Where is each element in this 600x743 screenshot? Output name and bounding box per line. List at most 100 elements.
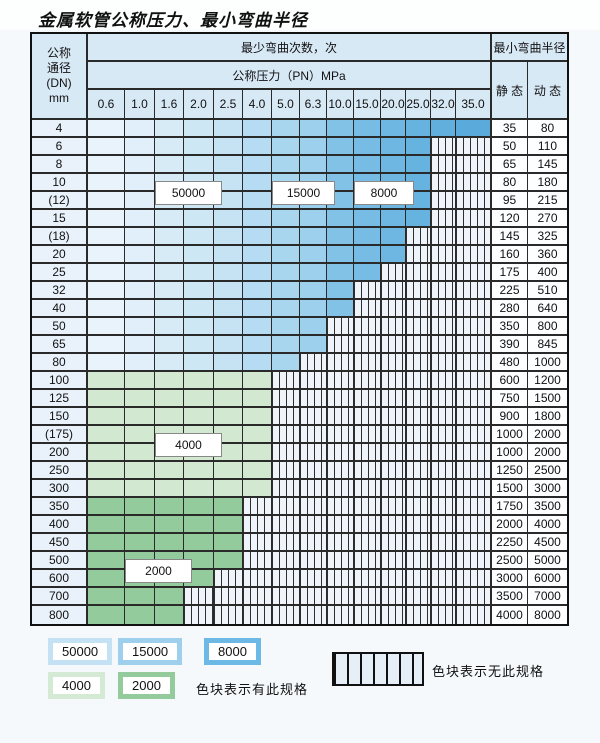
pn-cell-700-32.0 bbox=[431, 588, 456, 606]
pn-cell-350-5.0 bbox=[272, 498, 300, 516]
static-value-500: 2500 bbox=[492, 552, 528, 570]
pn-cell-400-15.0 bbox=[354, 516, 381, 534]
header-dynamic-label: 动 态 bbox=[533, 83, 562, 98]
pn-cell-(175)-32.0 bbox=[431, 426, 456, 444]
pn-cell-32-15.0 bbox=[354, 282, 381, 300]
pn-cell-40-1.6 bbox=[155, 300, 184, 318]
pn-cell-450-32.0 bbox=[431, 534, 456, 552]
pn-cell-300-15.0 bbox=[354, 480, 381, 498]
pn-cell-4-32.0 bbox=[431, 120, 456, 138]
pn-cell-500-15.0 bbox=[354, 552, 381, 570]
pn-cell-50-2.5 bbox=[214, 318, 243, 336]
pn-cell-4-0.6 bbox=[88, 120, 125, 138]
static-value-10: 80 bbox=[492, 174, 528, 192]
pn-cell-6-35.0 bbox=[456, 138, 492, 156]
pn-cell-350-32.0 bbox=[431, 498, 456, 516]
dn-cell-65: 65 bbox=[32, 336, 88, 354]
pn-cell-300-32.0 bbox=[431, 480, 456, 498]
static-value-200: 1000 bbox=[492, 444, 528, 462]
pn-cell-15-10.0 bbox=[327, 210, 354, 228]
pn-cell-4-25.0 bbox=[406, 120, 431, 138]
pn-cell-200-32.0 bbox=[431, 444, 456, 462]
pn-cell-400-1.6 bbox=[155, 516, 184, 534]
pn-cell-25-0.6 bbox=[88, 264, 125, 282]
pn-cell-25-2.5 bbox=[214, 264, 243, 282]
pn-cell-(175)-4.0 bbox=[243, 426, 272, 444]
pn-cell-300-1.6 bbox=[155, 480, 184, 498]
pn-cell-125-2.5 bbox=[214, 390, 243, 408]
pn-cell-15-15.0 bbox=[354, 210, 381, 228]
dn-cell-125: 125 bbox=[32, 390, 88, 408]
pn-cell-400-20.0 bbox=[381, 516, 406, 534]
pn-cell-100-1.0 bbox=[125, 372, 155, 390]
pn-cell-150-2.0 bbox=[184, 408, 214, 426]
pn-cell-8-35.0 bbox=[456, 156, 492, 174]
static-value-600: 3000 bbox=[492, 570, 528, 588]
pn-cell-250-0.6 bbox=[88, 462, 125, 480]
pn-cell-6-4.0 bbox=[243, 138, 272, 156]
pn-cell-40-2.0 bbox=[184, 300, 214, 318]
dn-cell-200: 200 bbox=[32, 444, 88, 462]
pn-cell-(18)-6.3 bbox=[300, 228, 327, 246]
pn-cell-4-15.0 bbox=[354, 120, 381, 138]
pn-cell-10-0.6 bbox=[88, 174, 125, 192]
pn-cell-100-25.0 bbox=[406, 372, 431, 390]
pn-cell-250-1.0 bbox=[125, 462, 155, 480]
pn-cell-450-2.0 bbox=[184, 534, 214, 552]
pn-cell-80-32.0 bbox=[431, 354, 456, 372]
pn-cell-(18)-25.0 bbox=[406, 228, 431, 246]
static-value-(18): 145 bbox=[492, 228, 528, 246]
pn-cell-(18)-15.0 bbox=[354, 228, 381, 246]
pn-cell-600-15.0 bbox=[354, 570, 381, 588]
pn-cell-4-35.0 bbox=[456, 120, 492, 138]
static-value-8: 65 bbox=[492, 156, 528, 174]
pn-cell-150-4.0 bbox=[243, 408, 272, 426]
dynamic-value-(12): 215 bbox=[528, 192, 567, 210]
pn-cell-500-20.0 bbox=[381, 552, 406, 570]
pn-cell-350-0.6 bbox=[88, 498, 125, 516]
pn-cell-4-6.3 bbox=[300, 120, 327, 138]
pn-cell-100-6.3 bbox=[300, 372, 327, 390]
pn-cell-125-1.0 bbox=[125, 390, 155, 408]
pn-cell-25-2.0 bbox=[184, 264, 214, 282]
pn-cell-25-20.0 bbox=[381, 264, 406, 282]
header-pn-25.0: 25.0 bbox=[406, 90, 431, 120]
dn-cell-25: 25 bbox=[32, 264, 88, 282]
pn-cell-65-32.0 bbox=[431, 336, 456, 354]
pn-cell-20-15.0 bbox=[354, 246, 381, 264]
pn-cell-600-2.5 bbox=[214, 570, 243, 588]
pn-cell-6-0.6 bbox=[88, 138, 125, 156]
pn-cell-300-20.0 bbox=[381, 480, 406, 498]
pn-cell-(175)-25.0 bbox=[406, 426, 431, 444]
static-value-20: 160 bbox=[492, 246, 528, 264]
dn-cell-150: 150 bbox=[32, 408, 88, 426]
dn-cell-8: 8 bbox=[32, 156, 88, 174]
pn-cell-250-4.0 bbox=[243, 462, 272, 480]
pn-cell-600-20.0 bbox=[381, 570, 406, 588]
pn-cell-450-20.0 bbox=[381, 534, 406, 552]
pn-cell-8-1.0 bbox=[125, 156, 155, 174]
pn-cell-200-25.0 bbox=[406, 444, 431, 462]
pn-cell-8-1.6 bbox=[155, 156, 184, 174]
pn-cell-250-2.5 bbox=[214, 462, 243, 480]
pn-cell-(18)-32.0 bbox=[431, 228, 456, 246]
legend-no-spec-text: 色块表示无此规格 bbox=[432, 664, 545, 679]
static-value-4: 35 bbox=[492, 120, 528, 138]
pn-cell-(18)-35.0 bbox=[456, 228, 492, 246]
pn-cell-150-1.6 bbox=[155, 408, 184, 426]
dn-cell-10: 10 bbox=[32, 174, 88, 192]
pn-cell-8-6.3 bbox=[300, 156, 327, 174]
pn-cell-600-5.0 bbox=[272, 570, 300, 588]
pn-cell-4-20.0 bbox=[381, 120, 406, 138]
pn-cell-40-10.0 bbox=[327, 300, 354, 318]
header-dynamic: 动 态 bbox=[528, 62, 567, 120]
header-static: 静 态 bbox=[492, 62, 528, 120]
pn-cell-150-35.0 bbox=[456, 408, 492, 426]
pn-cell-600-25.0 bbox=[406, 570, 431, 588]
pn-cell-50-2.0 bbox=[184, 318, 214, 336]
pn-cell-40-35.0 bbox=[456, 300, 492, 318]
header-dn: 公称 通径 (DN) mm bbox=[32, 34, 88, 120]
pn-cell-800-2.0 bbox=[184, 606, 214, 624]
pn-cell-250-1.6 bbox=[155, 462, 184, 480]
pn-cell-(12)-32.0 bbox=[431, 192, 456, 210]
